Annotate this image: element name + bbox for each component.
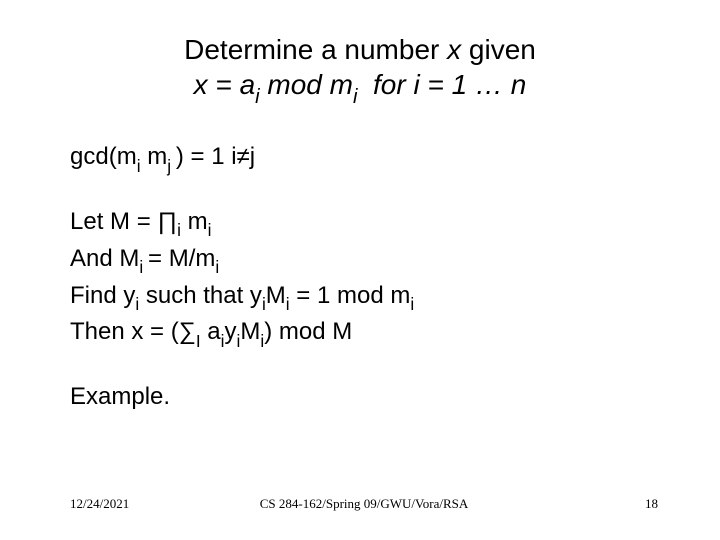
slide-body: gcd(mi mj ) = 1 i≠j Let M = ∏i mi And Mi…	[70, 140, 650, 415]
title-line1-x: x	[447, 34, 461, 65]
footer-course: CS 284-162/Spring 09/GWU/Vora/RSA	[70, 496, 658, 512]
example-line: Example.	[70, 380, 650, 415]
crt-block: Let M = ∏i mi And Mi = M/mi Find yi such…	[70, 205, 650, 352]
title-line2: x = ai mod mi for i = 1 … n	[194, 69, 527, 100]
gcd-line: gcd(mi mj ) = 1 i≠j	[70, 140, 650, 177]
footer-page-number: 18	[645, 496, 658, 512]
slide: Determine a number x given x = ai mod mi…	[0, 0, 720, 540]
find-line: Find yi such that yiMi = 1 mod mi	[70, 279, 650, 316]
title-line1-pre: Determine a number	[184, 34, 447, 65]
slide-title: Determine a number x given x = ai mod mi…	[0, 32, 720, 108]
then-line: Then x = (∑I aiyiMi) mod M	[70, 315, 650, 352]
title-line1-post: given	[461, 34, 536, 65]
let-line: Let M = ∏i mi	[70, 205, 650, 242]
and-line: And Mi = M/mi	[70, 242, 650, 279]
